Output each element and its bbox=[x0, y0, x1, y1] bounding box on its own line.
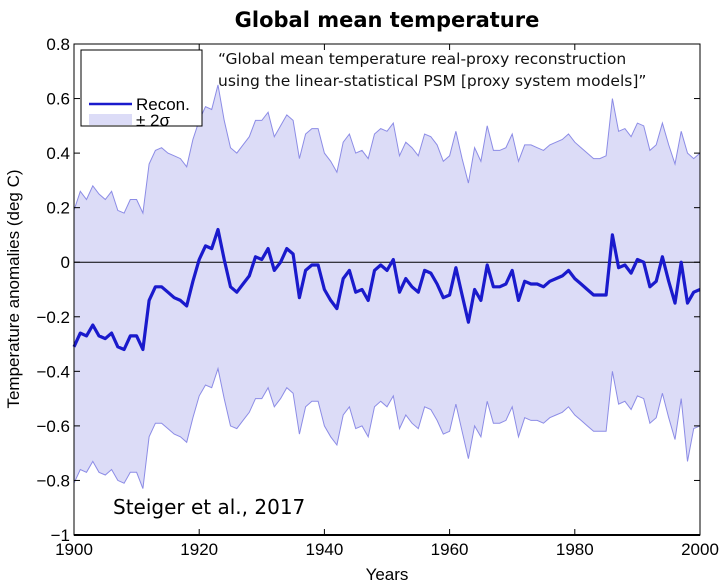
legend-band-swatch bbox=[89, 114, 132, 125]
quote-annotation-line2: using the linear-statistical PSM [proxy … bbox=[218, 72, 646, 90]
band-lower-edge bbox=[73, 366, 701, 489]
two-sigma-band bbox=[74, 84, 700, 489]
x-axis-label: Years bbox=[366, 565, 409, 583]
y-tick-label: 0 bbox=[61, 253, 70, 272]
y-tick-label: 0.4 bbox=[46, 144, 70, 163]
chart-title: Global mean temperature bbox=[235, 8, 540, 32]
legend: Recon. ± 2σ bbox=[80, 49, 203, 130]
y-tick-label: −0.4 bbox=[36, 362, 70, 381]
y-tick-label: −0.2 bbox=[36, 308, 70, 327]
credit-annotation: Steiger et al., 2017 bbox=[113, 495, 305, 519]
y-tick-label: 0.6 bbox=[46, 90, 70, 109]
y-axis-label: Temperature anomalies (deg C) bbox=[4, 169, 23, 408]
x-tick-label: 1960 bbox=[431, 540, 469, 559]
y-tick-label: −0.8 bbox=[36, 471, 70, 490]
y-tick-label: 0.8 bbox=[46, 35, 70, 54]
band-upper-edge bbox=[73, 84, 701, 215]
x-tick-label: 1900 bbox=[55, 540, 93, 559]
y-tick-label: −1 bbox=[51, 526, 70, 545]
legend-band-label: ± 2σ bbox=[136, 111, 171, 130]
x-tick-label: 1920 bbox=[180, 540, 218, 559]
x-tick-label: 2000 bbox=[681, 540, 719, 559]
legend-box bbox=[80, 49, 203, 127]
x-tick-label: 1940 bbox=[305, 540, 343, 559]
recon-line bbox=[72, 227, 701, 352]
y-tick-label: −0.6 bbox=[36, 417, 70, 436]
legend-recon-label: Recon. bbox=[136, 95, 190, 114]
y-tick-label: 0.2 bbox=[46, 199, 70, 218]
x-tick-label: 1980 bbox=[556, 540, 594, 559]
quote-annotation-line1: “Global mean temperature real-proxy reco… bbox=[218, 50, 626, 68]
